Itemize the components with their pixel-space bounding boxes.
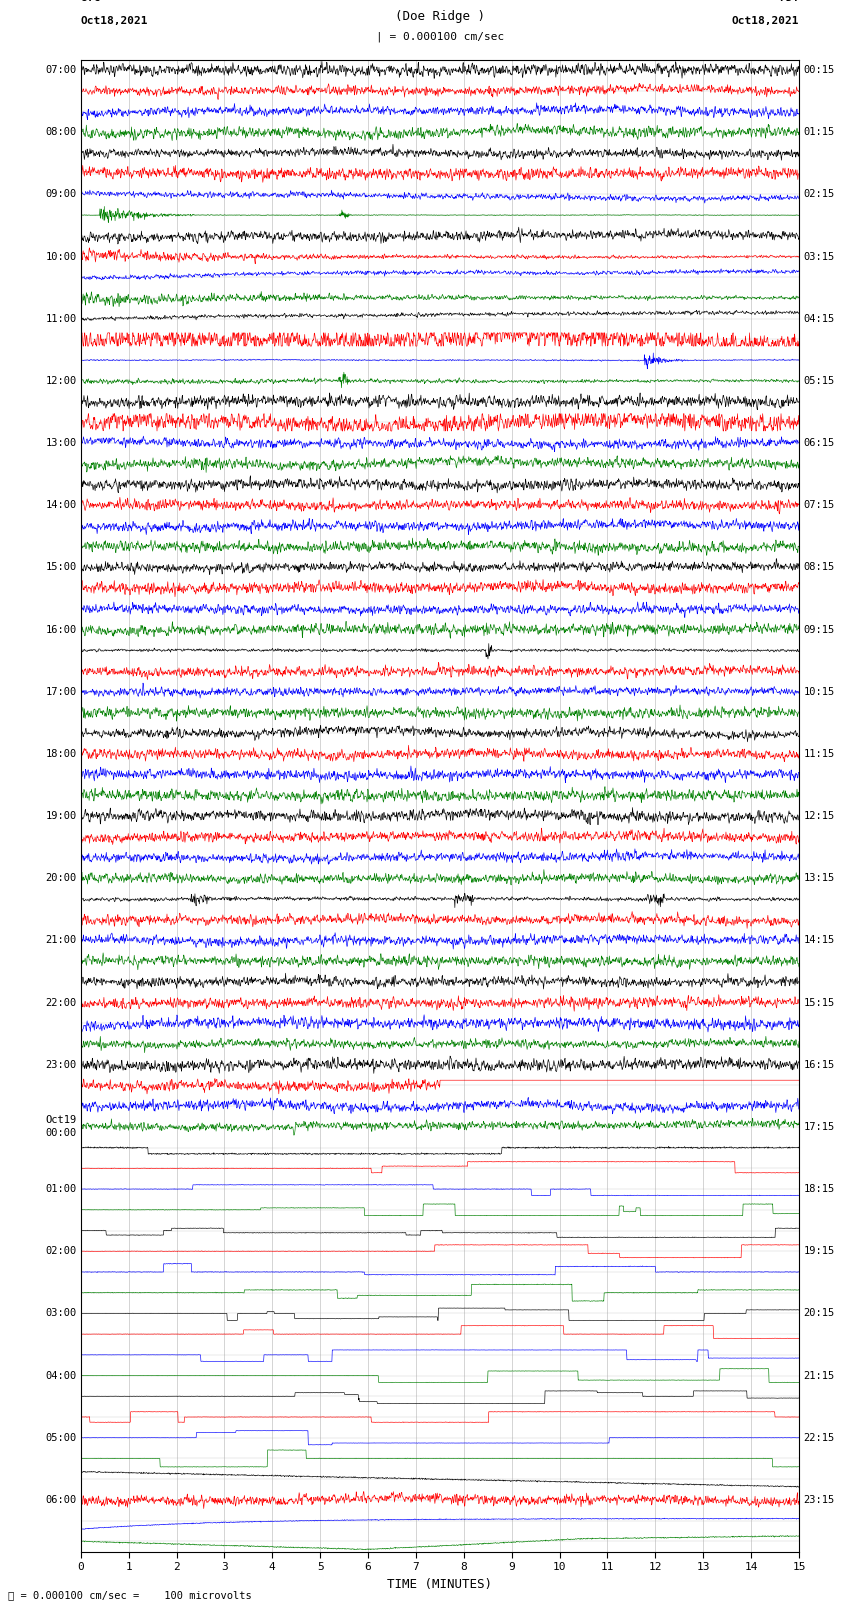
- Text: 05:15: 05:15: [803, 376, 835, 386]
- Text: 14:00: 14:00: [45, 500, 76, 510]
- Text: 22:15: 22:15: [803, 1432, 835, 1442]
- Text: 01:15: 01:15: [803, 127, 835, 137]
- Text: 16:00: 16:00: [45, 624, 76, 634]
- Text: 23:15: 23:15: [803, 1495, 835, 1505]
- Text: 15:15: 15:15: [803, 997, 835, 1008]
- Text: 12:15: 12:15: [803, 811, 835, 821]
- Text: Oct18,2021: Oct18,2021: [732, 16, 799, 26]
- Text: 06:00: 06:00: [45, 1495, 76, 1505]
- Text: 17:15: 17:15: [803, 1123, 835, 1132]
- Text: 09:15: 09:15: [803, 624, 835, 634]
- Text: 01:00: 01:00: [45, 1184, 76, 1194]
- Text: 07:15: 07:15: [803, 500, 835, 510]
- Text: 11:00: 11:00: [45, 313, 76, 324]
- Text: 18:15: 18:15: [803, 1184, 835, 1194]
- Text: 19:15: 19:15: [803, 1247, 835, 1257]
- Text: Oct18,2021: Oct18,2021: [81, 16, 148, 26]
- Text: 21:00: 21:00: [45, 936, 76, 945]
- Text: 16:15: 16:15: [803, 1060, 835, 1069]
- Text: 13:15: 13:15: [803, 873, 835, 884]
- Text: 13:00: 13:00: [45, 439, 76, 448]
- Text: PDT: PDT: [779, 0, 799, 3]
- Text: ∤ = 0.000100 cm/sec =    100 microvolts: ∤ = 0.000100 cm/sec = 100 microvolts: [8, 1590, 252, 1600]
- Text: 06:15: 06:15: [803, 439, 835, 448]
- Text: 08:00: 08:00: [45, 127, 76, 137]
- Text: 04:15: 04:15: [803, 313, 835, 324]
- Text: 08:15: 08:15: [803, 563, 835, 573]
- Text: 15:00: 15:00: [45, 563, 76, 573]
- X-axis label: TIME (MINUTES): TIME (MINUTES): [388, 1578, 492, 1590]
- Text: UTC: UTC: [81, 0, 101, 3]
- Text: MDR EHZ NC 02: MDR EHZ NC 02: [391, 0, 489, 3]
- Text: 03:15: 03:15: [803, 252, 835, 261]
- Text: 21:15: 21:15: [803, 1371, 835, 1381]
- Text: 22:00: 22:00: [45, 997, 76, 1008]
- Text: 14:15: 14:15: [803, 936, 835, 945]
- Text: 20:00: 20:00: [45, 873, 76, 884]
- Text: 00:15: 00:15: [803, 65, 835, 76]
- Text: 03:00: 03:00: [45, 1308, 76, 1318]
- Text: Oct19: Oct19: [45, 1116, 76, 1126]
- Text: 02:15: 02:15: [803, 189, 835, 200]
- Text: 23:00: 23:00: [45, 1060, 76, 1069]
- Text: 12:00: 12:00: [45, 376, 76, 386]
- Text: (Doe Ridge ): (Doe Ridge ): [395, 10, 484, 23]
- Text: 04:00: 04:00: [45, 1371, 76, 1381]
- Text: 18:00: 18:00: [45, 748, 76, 758]
- Text: 17:00: 17:00: [45, 687, 76, 697]
- Text: 19:00: 19:00: [45, 811, 76, 821]
- Text: 07:00: 07:00: [45, 65, 76, 76]
- Text: 10:15: 10:15: [803, 687, 835, 697]
- Text: 00:00: 00:00: [45, 1129, 76, 1139]
- Text: | = 0.000100 cm/sec: | = 0.000100 cm/sec: [376, 31, 504, 42]
- Text: 05:00: 05:00: [45, 1432, 76, 1442]
- Text: 20:15: 20:15: [803, 1308, 835, 1318]
- Text: 09:00: 09:00: [45, 189, 76, 200]
- Text: 11:15: 11:15: [803, 748, 835, 758]
- Text: 10:00: 10:00: [45, 252, 76, 261]
- Text: 02:00: 02:00: [45, 1247, 76, 1257]
